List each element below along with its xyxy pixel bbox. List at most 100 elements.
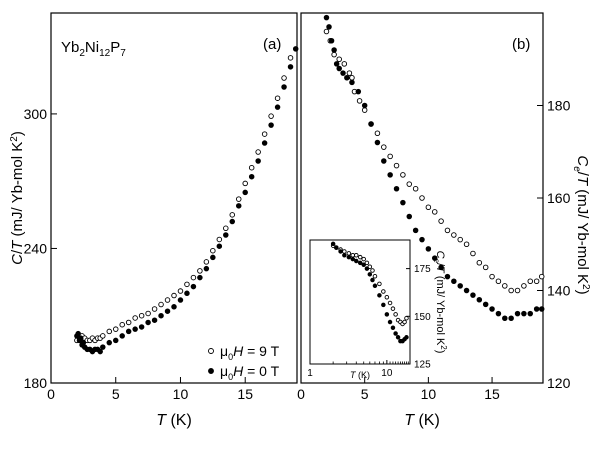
inset-point-0t	[390, 325, 396, 331]
b-point-0t	[451, 278, 457, 285]
a-point-9t	[287, 55, 294, 61]
a-point-0t	[119, 333, 125, 339]
b-point-9t	[393, 162, 400, 169]
b-point-9t	[521, 283, 527, 289]
x-tick-label: 0	[47, 386, 55, 402]
inset-point-9t	[350, 253, 356, 258]
a-point-9t	[119, 321, 125, 328]
inset-point-0t	[404, 335, 409, 340]
b-point-9t	[438, 218, 444, 224]
b-point-0t	[444, 273, 451, 280]
a-point-9t	[229, 212, 236, 218]
b-point-9t	[502, 283, 508, 289]
inset-point-0t	[393, 331, 398, 336]
b-point-9t	[356, 98, 363, 104]
x-tick-label: 15	[484, 386, 500, 402]
panel-b-x-axis-label: T (K)	[404, 412, 440, 429]
b-point-0t	[331, 47, 337, 53]
x-tick-label: 1	[307, 368, 313, 379]
b-point-0t	[406, 213, 413, 220]
b-point-0t	[326, 24, 332, 30]
inset-point-9t	[381, 289, 386, 294]
b-point-9t	[381, 144, 387, 150]
a-point-0t	[248, 173, 255, 180]
inset-point-0t	[346, 254, 352, 260]
a-point-0t	[125, 328, 132, 335]
a-point-9t	[145, 310, 151, 317]
b-point-0t	[381, 158, 387, 164]
inset-point-0t	[338, 249, 343, 254]
b-point-9t	[406, 181, 413, 187]
a-point-0t	[80, 339, 87, 346]
x-tick-label: 10	[381, 368, 393, 379]
b-point-9t	[476, 260, 483, 266]
a-point-9t	[106, 328, 113, 335]
b-point-9t	[482, 264, 489, 271]
legend-label-9t: μ0H = 9 T	[220, 343, 280, 362]
inset-point-0t	[361, 262, 366, 268]
inset-point-0t	[330, 241, 336, 247]
b-point-0t	[514, 310, 521, 317]
b-point-9t	[346, 70, 353, 76]
inset-point-9t	[346, 251, 352, 256]
inset-y-axis-label: Ce/T (mJ/ Yb-mol K2)	[432, 251, 448, 354]
b-point-0t	[508, 315, 514, 322]
a-point-0t	[138, 324, 145, 330]
a-point-9t	[281, 75, 287, 81]
inset-point-9t	[372, 274, 378, 279]
a-point-9t	[171, 292, 177, 299]
inset-point-0t	[350, 256, 356, 262]
b-point-9t	[533, 278, 540, 285]
panel-a-y-axis-label: C/T (mJ/ Yb-mol K2)	[9, 131, 26, 265]
a-point-9t	[248, 164, 255, 171]
b-point-9t	[412, 185, 419, 192]
a-point-0t	[190, 283, 197, 290]
y-tick-label: 240	[24, 240, 48, 256]
y-tick-label: 120	[547, 375, 571, 391]
a-point-0t	[255, 158, 261, 164]
a-point-9t	[223, 225, 229, 232]
a-point-9t	[112, 326, 119, 332]
inset-point-9t	[402, 319, 407, 325]
b-point-0t	[470, 292, 476, 298]
a-point-0t	[268, 122, 274, 128]
inset-point-0t	[377, 293, 382, 298]
inset-point-9t	[354, 253, 359, 258]
inset-point-9t	[361, 256, 366, 262]
inset: T (K) Ce/T (mJ/ Yb-mol K2) 1 10 125 150 175	[307, 239, 448, 380]
b-point-9t	[374, 130, 381, 136]
a-point-0t	[281, 84, 287, 90]
b-point-9t	[489, 273, 495, 280]
b-point-0t	[538, 306, 545, 312]
b-point-9t	[323, 28, 330, 35]
a-point-0t	[97, 348, 103, 355]
b-point-0t	[521, 310, 527, 317]
inset-points	[330, 241, 409, 344]
a-point-0t	[132, 326, 138, 332]
inset-point-0t	[364, 266, 370, 271]
b-point-0t	[502, 315, 508, 322]
inset-point-0t	[357, 260, 363, 266]
a-point-0t	[164, 308, 171, 314]
b-point-0t	[368, 121, 374, 127]
b-point-9t	[514, 287, 521, 294]
inset-point-9t	[377, 281, 382, 287]
x-tick-label: 0	[297, 386, 305, 402]
panel-a-label: (a)	[263, 36, 281, 53]
b-point-9t	[451, 232, 457, 238]
y-tick-label: 140	[547, 282, 571, 298]
b-point-0t	[412, 227, 419, 234]
a-point-0t	[292, 46, 299, 52]
b-point-9t	[470, 250, 476, 257]
b-point-0t	[336, 65, 342, 72]
inset-point-9t	[370, 268, 375, 273]
compound-formula: Yb2Ni12P7	[61, 39, 126, 59]
a-point-0t	[145, 319, 151, 326]
a-point-0t	[78, 335, 84, 341]
panel-a-legend: μ0H = 9 T μ0H = 0 T	[208, 343, 280, 382]
b-point-9t	[444, 227, 451, 234]
b-point-0t	[344, 74, 350, 81]
panel-a-points	[74, 46, 299, 355]
b-point-9t	[527, 278, 534, 285]
a-point-9t	[138, 312, 145, 319]
